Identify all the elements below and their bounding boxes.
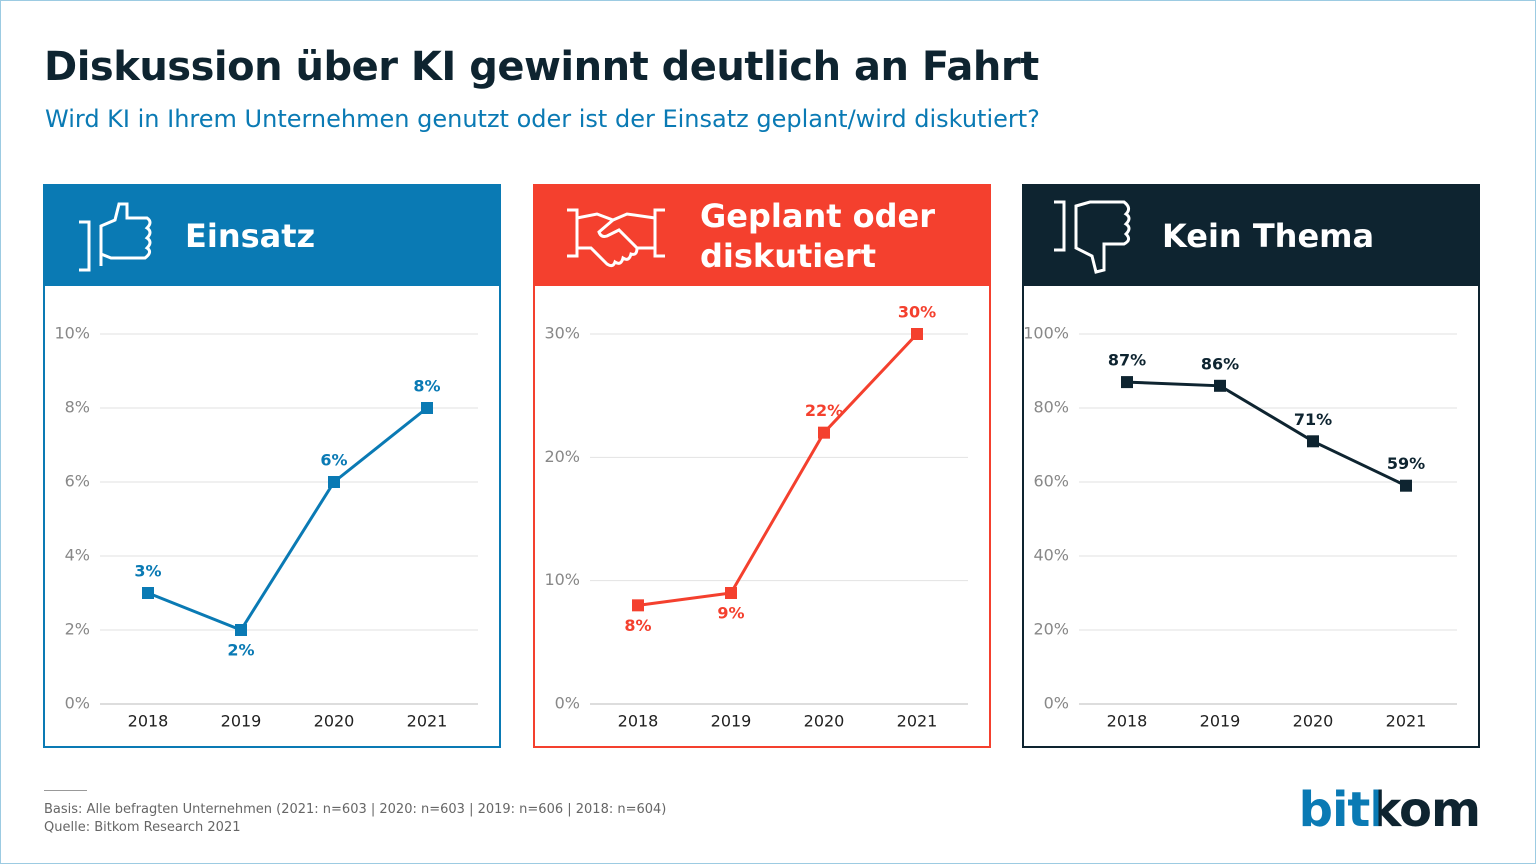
y-tick-label: 0% — [65, 694, 90, 713]
panel-title: Kein Thema — [1162, 217, 1375, 255]
panel: Geplant oder diskutiert 0% 10% 20% 30% 2018 2… — [533, 184, 991, 748]
x-tick-label: 2018 — [128, 712, 169, 731]
panel: Einsatz 0% 2% 4% 6% 8% 10% 2018 2019 2020 2021 3% 2… — [43, 184, 501, 748]
data-label: 87% — [1108, 351, 1146, 370]
x-tick-label: 2018 — [1107, 712, 1148, 731]
panel: Kein Thema 0% 20% 40% 60% 80% 100% 2018 2019 202… — [1022, 184, 1480, 748]
marker — [1307, 435, 1319, 448]
y-tick-label: 6% — [65, 472, 90, 491]
y-tick-label: 20% — [1033, 620, 1069, 639]
title: Diskussion über KI gewinnt deutlich an F… — [44, 44, 1039, 90]
marker — [1121, 376, 1133, 389]
panel-title: Geplant oder diskutiert — [700, 197, 936, 275]
marker — [725, 587, 737, 599]
handshake-icon — [567, 208, 665, 268]
data-label: 3% — [134, 562, 161, 581]
chart: 0% 20% 40% 60% 80% 100% 2018 2019 2020 2021 87% 86%… — [1023, 324, 1457, 731]
y-tick-label: 4% — [65, 546, 90, 565]
panel-title: Einsatz — [185, 217, 316, 255]
data-label: 6% — [320, 451, 347, 470]
x-tick-label: 2021 — [897, 712, 938, 731]
marker — [911, 328, 923, 340]
marker — [818, 426, 830, 439]
x-tick-label: 2018 — [618, 712, 659, 731]
thumbs-down-icon — [1054, 200, 1131, 274]
x-tick-label: 2020 — [314, 712, 355, 731]
y-tick-label: 60% — [1033, 472, 1069, 491]
x-tick-label: 2019 — [711, 712, 752, 731]
y-tick-label: 2% — [65, 620, 90, 639]
marker — [142, 587, 154, 599]
y-tick-label: 30% — [544, 324, 580, 343]
marker — [1214, 379, 1226, 392]
y-tick-label: 10% — [544, 570, 580, 589]
y-tick-label: 20% — [544, 447, 580, 466]
x-tick-label: 2019 — [221, 712, 262, 731]
x-tick-label: 2021 — [1386, 712, 1427, 731]
data-label: 2% — [227, 641, 254, 660]
data-label: 71% — [1294, 410, 1332, 429]
line — [637, 332, 919, 607]
panel-header: Geplant oder diskutiert — [535, 186, 989, 286]
marker — [632, 599, 644, 612]
panel-header: Kein Thema — [1024, 186, 1478, 286]
marker — [421, 402, 433, 414]
x-tick-label: 2020 — [804, 712, 845, 731]
data-label: 8% — [413, 377, 440, 396]
marker — [328, 476, 340, 488]
data-label: 9% — [717, 604, 744, 623]
subtitle: Wird KI in Ihrem Unternehmen genutzt ode… — [45, 105, 1040, 133]
x-tick-label: 2020 — [1293, 712, 1334, 731]
data-label: 86% — [1201, 354, 1239, 373]
note: Basis: Alle befragten Unternehmen (2021:… — [44, 802, 667, 817]
thumbs-up-icon — [79, 202, 152, 272]
data-label: 59% — [1387, 454, 1425, 473]
note: Quelle: Bitkom Research 2021 — [44, 820, 241, 835]
divider — [44, 790, 87, 791]
data-label: 8% — [624, 616, 651, 635]
x-tick-label: 2021 — [407, 712, 448, 731]
y-tick-label: 0% — [1044, 694, 1069, 713]
data-label: 22% — [805, 401, 843, 420]
line — [1126, 380, 1407, 488]
marker — [1400, 479, 1412, 492]
y-tick-label: 10% — [54, 324, 90, 343]
marker — [235, 624, 247, 636]
y-tick-label: 100% — [1023, 324, 1069, 343]
x-tick-label: 2019 — [1200, 712, 1241, 731]
logo: bitkom — [1298, 782, 1481, 838]
panel-header: Einsatz — [45, 186, 499, 286]
chart: 0% 10% 20% 30% 2018 2019 2020 2021 8% 9% 22% 30% — [544, 303, 968, 731]
y-tick-label: 40% — [1033, 546, 1069, 565]
y-tick-label: 0% — [555, 694, 580, 713]
line — [147, 406, 428, 632]
data-label: 30% — [898, 303, 936, 322]
chart: 0% 2% 4% 6% 8% 10% 2018 2019 2020 2021 3% 2% 6% 8% — [54, 324, 478, 731]
y-tick-label: 80% — [1033, 398, 1069, 417]
y-tick-label: 8% — [65, 398, 90, 417]
